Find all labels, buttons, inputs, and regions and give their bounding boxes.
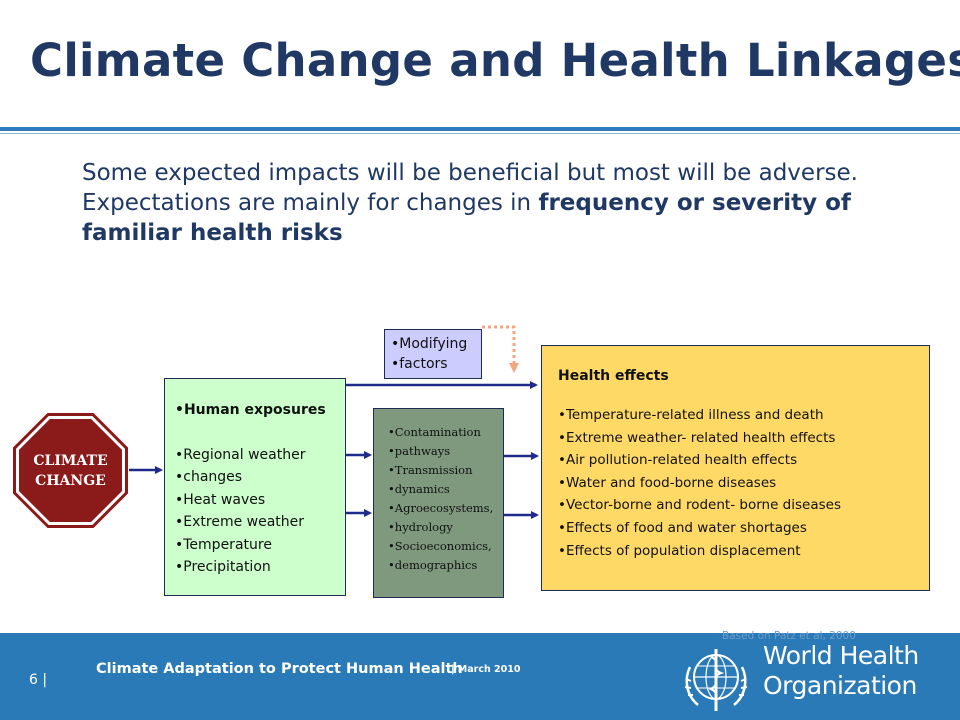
who-wordmark-line1: World Health xyxy=(763,641,919,670)
human-exposures-box: •Human exposures •Regional weather •chan… xyxy=(164,378,346,596)
footer-bar xyxy=(0,633,960,720)
health-effect-item: •Extreme weather- related health effects xyxy=(558,429,836,446)
pathway-item: •dynamics xyxy=(388,482,450,496)
climate-change-line2: CHANGE xyxy=(35,472,106,489)
pathway-item: •pathways xyxy=(388,444,451,458)
presentation-title: Climate Adaptation to Protect Human Heal… xyxy=(96,661,463,677)
pathway-item: •Transmission xyxy=(388,463,473,477)
modifying-item: •Modifying xyxy=(391,336,468,352)
title-divider xyxy=(0,127,960,131)
exposure-item: •Regional weather xyxy=(175,446,306,463)
pathway-item: •demographics xyxy=(388,558,478,572)
pathways-box: •Contamination •pathways •Transmission •… xyxy=(373,408,504,598)
health-effects-box: Health effects •Temperature-related illn… xyxy=(541,345,930,591)
health-effects-heading: Health effects xyxy=(558,368,669,384)
health-effect-item: •Water and food-borne diseases xyxy=(558,474,777,491)
dotted-arrow-modifying-factors xyxy=(482,325,519,373)
climate-change-node: CLIMATE CHANGE xyxy=(19,419,122,522)
source-credit: Based on Patz et al, 2000 xyxy=(722,630,856,642)
climate-change-line1: CLIMATE xyxy=(33,452,108,469)
who-wordmark-line2: Organization xyxy=(763,671,917,700)
exposure-item: •Heat waves xyxy=(175,491,266,508)
intro-paragraph: Some expected impacts will be beneficial… xyxy=(82,158,912,248)
health-effect-item: •Air pollution-related health effects xyxy=(558,452,798,469)
pathway-item: •Contamination xyxy=(388,425,481,439)
title-divider-thin xyxy=(0,133,960,134)
health-effect-item: •Vector-borne and rodent- borne diseases xyxy=(558,497,841,514)
page-number: 6 | xyxy=(29,672,48,688)
pathway-item: •Agroecosystems, xyxy=(388,501,494,515)
modifying-factors-box: •Modifying •factors xyxy=(384,329,482,379)
pathway-item: •hydrology xyxy=(388,520,453,534)
who-emblem-icon xyxy=(684,649,748,711)
health-effect-item: •Effects of food and water shortages xyxy=(558,519,807,536)
modifying-item: •factors xyxy=(391,356,448,372)
exposure-item: •changes xyxy=(175,469,243,485)
exposure-item: •Temperature xyxy=(175,536,272,553)
exposure-item: •Extreme weather xyxy=(175,514,305,530)
intro-bold-text: frequency or severity of familiar health… xyxy=(82,190,851,246)
who-wordmark: World Health Organization xyxy=(763,641,919,701)
human-exposures-heading: •Human exposures xyxy=(175,402,326,418)
health-effect-item: •Temperature-related illness and death xyxy=(558,407,824,423)
exposure-item: •Precipitation xyxy=(175,559,271,575)
intro-plain-text: Some expected impacts will be beneficial… xyxy=(82,160,858,216)
pathway-item: •Socioeconomics, xyxy=(388,539,492,553)
health-effect-item: •Effects of population displacement xyxy=(558,542,801,559)
presentation-date: | March 2010 xyxy=(451,664,521,675)
slide-title: Climate Change and Health Linkages xyxy=(30,34,960,87)
